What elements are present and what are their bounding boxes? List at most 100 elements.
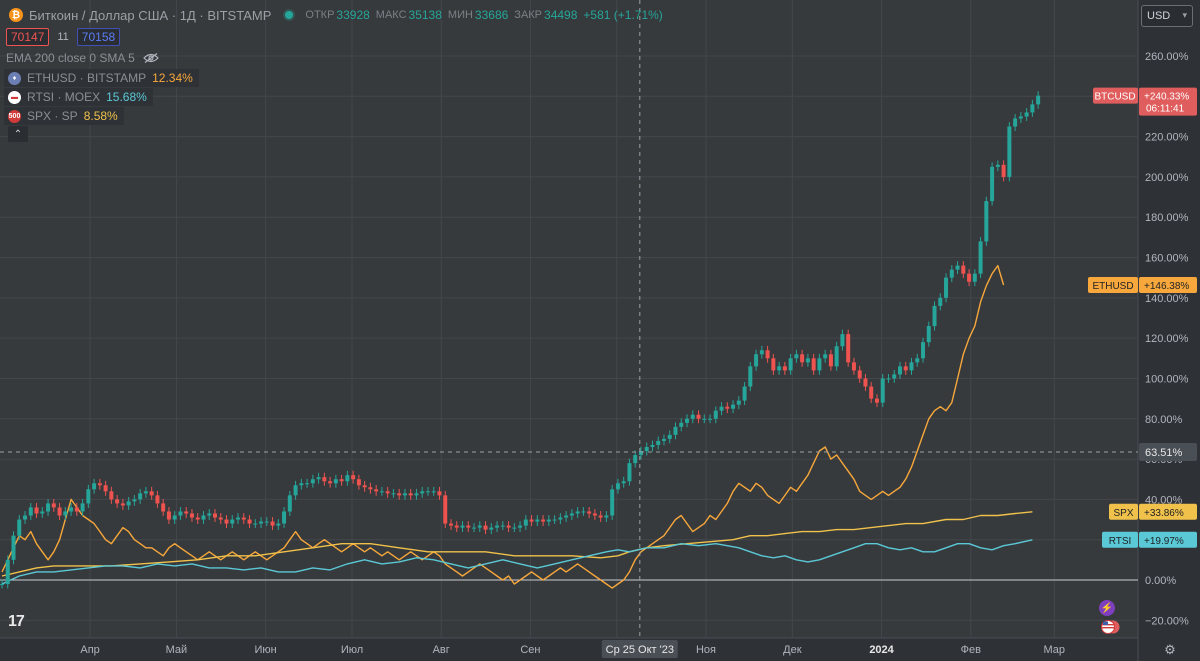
candle-body — [736, 400, 741, 405]
candle-body — [126, 501, 131, 506]
candle-body — [212, 513, 217, 518]
candle-body — [431, 491, 436, 493]
candle-body — [840, 334, 845, 347]
tradingview-logo[interactable]: 17 — [8, 613, 25, 630]
candle-body — [120, 503, 125, 506]
chart-header: ₿ Биткоин / Доллар США · 1Д · BITSTAMP О… — [0, 0, 663, 30]
candle-body — [46, 503, 51, 512]
y-tick-label: 120.00% — [1145, 333, 1189, 345]
candle-body — [967, 273, 972, 282]
candle-body — [57, 507, 62, 516]
btc-value-tag-bg — [1139, 87, 1197, 116]
sell-price-button[interactable]: 70147 — [6, 28, 50, 46]
candle-body — [97, 483, 102, 486]
candle-body — [823, 354, 828, 359]
btc-value-tag: +240.33% — [1144, 92, 1189, 103]
candle-body — [253, 523, 258, 525]
candle-body — [972, 273, 977, 282]
candle-body — [546, 519, 551, 522]
y-tick-label: 180.00% — [1145, 212, 1189, 224]
candle-body — [74, 507, 79, 512]
legend-ethusd[interactable]: ♦ ETHUSD · BITSTAMP 12.34% — [4, 69, 199, 87]
candle-body — [374, 489, 379, 492]
legend-value: 15.68% — [106, 90, 147, 104]
candle-body — [328, 481, 333, 484]
x-tick-label: Авг — [433, 644, 450, 656]
symbol-title[interactable]: Биткоин / Доллар США · 1Д · BITSTAMP — [29, 7, 272, 23]
series-name-tag: RTSI — [1109, 536, 1132, 547]
candle-body — [909, 362, 914, 371]
btc-countdown: 06:11:41 — [1146, 104, 1185, 115]
candle-body — [592, 513, 597, 516]
candle-body — [489, 527, 494, 530]
candle-body — [132, 499, 137, 502]
candle-body — [742, 386, 747, 401]
legend-name: SPX · SP — [27, 109, 78, 123]
market-status-icon[interactable] — [285, 11, 294, 19]
candle-body — [811, 358, 816, 371]
us-flag-icon[interactable] — [1099, 620, 1123, 634]
legend-spx[interactable]: 500 SPX · SP 8.58% — [4, 107, 124, 125]
trade-prices: 70147 11 70158 — [6, 28, 121, 46]
candle-body — [437, 491, 442, 496]
y-tick-label: −20.00% — [1145, 615, 1189, 627]
candle-body — [379, 491, 384, 493]
candle-body — [80, 503, 85, 512]
candle-body — [339, 479, 344, 482]
candle-body — [805, 358, 810, 363]
candle-body — [293, 485, 298, 496]
candle-body — [523, 519, 528, 526]
candle-body — [598, 515, 603, 518]
series-name-tag-bg — [1109, 503, 1138, 520]
candle-body — [777, 366, 782, 371]
candle-body — [995, 164, 1000, 167]
high-value: 35138 — [408, 8, 442, 22]
candle-body — [86, 489, 91, 504]
candle-body — [345, 475, 350, 482]
candle-body — [195, 517, 200, 520]
indicator-label[interactable]: EMA 200 close 0 SMA 5 — [6, 51, 135, 65]
indicator-row[interactable]: EMA 200 close 0 SMA 5 — [6, 51, 159, 65]
candle-body — [161, 503, 166, 512]
eye-hidden-icon[interactable] — [142, 53, 159, 63]
close-key: ЗАКР — [514, 9, 543, 21]
candle-body — [771, 358, 776, 371]
candle-body — [892, 374, 897, 379]
candle-body — [782, 366, 787, 371]
candle-body — [627, 463, 632, 482]
x-tick-label: Сен — [520, 644, 540, 656]
candle-body — [518, 525, 523, 528]
candle-body — [276, 523, 281, 526]
currency-select[interactable]: USD ▾ — [1141, 5, 1193, 27]
legend-rtsi[interactable]: ▬ RTSI · MOEX 15.68% — [4, 88, 153, 106]
candle-body — [207, 513, 212, 516]
candle-body — [748, 366, 753, 387]
candle-body — [149, 491, 154, 496]
candle-body — [638, 451, 643, 456]
flash-icon[interactable]: ⚡ — [1099, 600, 1115, 616]
y-tick-label: 160.00% — [1145, 253, 1189, 265]
series-line-spx — [1, 511, 1033, 577]
candle-body — [316, 477, 321, 480]
candle-body — [247, 519, 252, 524]
gear-icon[interactable]: ⚙ — [1164, 642, 1176, 657]
x-tick-label: Ноя — [696, 644, 716, 656]
crosshair-x-label: Ср 25 Окт '23 — [606, 644, 674, 656]
candle-body — [564, 515, 569, 518]
candle-body — [650, 444, 655, 447]
collapse-legend-button[interactable]: ⌃ — [8, 126, 28, 142]
candle-body — [259, 521, 264, 524]
candle-body — [34, 507, 39, 514]
buy-price-button[interactable]: 70158 — [76, 28, 121, 46]
x-tick-label: Фев — [961, 644, 981, 656]
candle-body — [800, 354, 805, 363]
candle-body — [454, 525, 459, 528]
candle-body — [1018, 116, 1023, 119]
candle-body — [834, 346, 839, 367]
candle-body — [765, 350, 770, 359]
y-tick-label: 220.00% — [1145, 132, 1189, 144]
candle-body — [23, 515, 28, 520]
change-value: +581 (+1.71%) — [583, 8, 663, 22]
